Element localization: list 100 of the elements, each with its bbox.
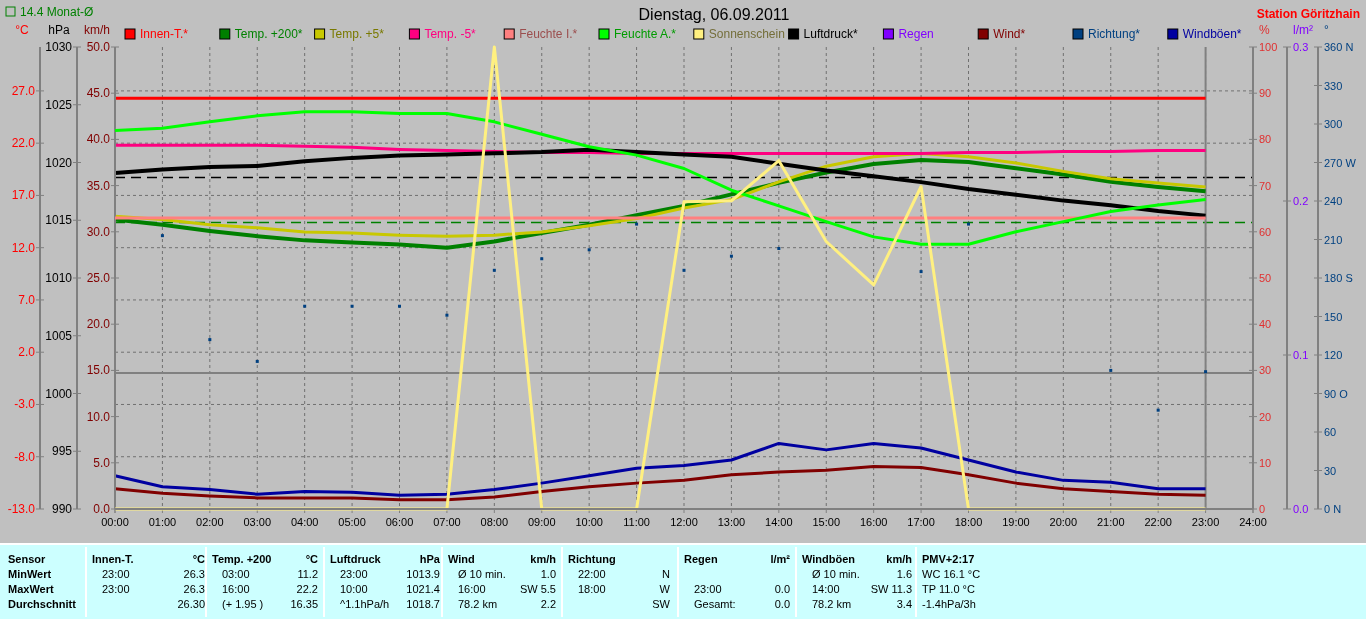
x-tick-label: 09:00: [527, 516, 556, 528]
text: Wind: [448, 553, 475, 565]
y-tick-label: 0: [1259, 503, 1266, 515]
x-tick-label: 24:00: [1239, 516, 1267, 528]
y3-tick-label: 10.0: [86, 409, 111, 424]
y3-tick-label: 15.0: [86, 363, 111, 378]
y-tick-label: 30: [1259, 364, 1272, 377]
text: 1.0: [540, 568, 556, 580]
text: 16.35: [290, 598, 318, 610]
y-tick-label: 7.0: [18, 292, 36, 307]
text: SW: [652, 598, 671, 610]
text: MinWert: [8, 568, 52, 580]
text: Durchschnitt: [8, 598, 77, 610]
y3-tick-label: 300: [1324, 118, 1343, 130]
text: PMV+2:17: [922, 553, 975, 565]
y2-tick-label: 995: [51, 444, 73, 459]
y-tick-label: -3.0: [14, 397, 36, 412]
y-tick-label: 10: [1259, 456, 1272, 469]
text: 23:00: [694, 583, 722, 595]
y3-tick-label: 330: [1324, 79, 1343, 92]
y2-axis-title: hPa: [48, 23, 70, 37]
text: 10:00: [340, 583, 368, 595]
x-tick-label: 04:00: [290, 516, 319, 528]
legend-label: Temp. -5*: [424, 27, 477, 41]
text: 03:00: [222, 568, 250, 580]
text: °C: [192, 553, 206, 565]
text: Luftdruck: [330, 553, 382, 565]
text: Station Göritzhain: [1256, 7, 1360, 21]
point: [635, 222, 639, 226]
x-tick-label: 10:00: [575, 516, 603, 528]
y2-axis-title: l/m²: [1293, 23, 1313, 37]
y-tick-label: 40: [1259, 318, 1272, 331]
y2-tick-label: 1005: [45, 328, 73, 343]
point: [682, 268, 686, 272]
x-tick-label: 19:00: [1002, 516, 1030, 528]
text: 22.2: [296, 583, 318, 595]
text: km/h: [886, 553, 913, 565]
x-tick-label: 18:00: [954, 516, 983, 528]
text: ^1.1hPa/h: [340, 598, 390, 610]
y2-tick-label: 1000: [45, 386, 73, 401]
x-tick-label: 17:00: [907, 516, 935, 528]
point: [160, 234, 164, 238]
point: [967, 222, 970, 226]
text: 23:00: [340, 568, 368, 580]
legend-label: Wind*: [993, 27, 1026, 41]
x-tick-label: 21:00: [1096, 516, 1125, 528]
text: 16:00: [458, 583, 486, 595]
point: [492, 268, 496, 272]
point: [587, 248, 591, 252]
line-series: [113, 110, 1208, 246]
y3-axis-title: km/h: [83, 23, 111, 37]
legend-label: Regen: [898, 27, 934, 41]
y3-tick-label: 35.0: [86, 178, 111, 193]
x-tick-label: 02:00: [196, 516, 224, 528]
text: TP 11.0 °C: [922, 583, 975, 595]
y-tick-label: 17.0: [11, 188, 36, 203]
y-tick-label: 20: [1259, 410, 1272, 423]
text: -1.4hPa/3h: [922, 598, 976, 610]
y3-tick-label: 25.0: [86, 271, 111, 285]
text: Ø 10 min.: [458, 568, 506, 580]
y3-tick-label: 240: [1324, 195, 1343, 207]
y3-tick-label: 60: [1324, 426, 1337, 438]
y3-tick-label: 210: [1324, 233, 1343, 246]
y3-tick-label: 0 N: [1324, 503, 1342, 515]
text: 14:00: [812, 583, 840, 595]
point: [255, 359, 259, 363]
text: 1018.7: [406, 598, 440, 610]
x-tick-label: 12:00: [670, 516, 698, 528]
y2-tick-label: 1030: [45, 40, 73, 54]
text: Innen-T.: [92, 553, 134, 565]
text: 16:00: [222, 583, 250, 595]
y-tick-label: -8.0: [14, 449, 36, 464]
y-tick-label: 80: [1259, 133, 1272, 146]
text: 26.30: [177, 598, 205, 610]
text: WC 16.1 °C: [922, 568, 981, 580]
y3-tick-label: 30: [1324, 464, 1337, 477]
x-tick-label: 16:00: [859, 516, 888, 528]
text: 26.3: [183, 568, 205, 580]
y2-tick-label: 0.0: [1293, 503, 1309, 515]
y2-tick-label: 990: [51, 502, 73, 516]
text: l/m²: [770, 553, 791, 565]
text: W: [659, 583, 671, 595]
y-tick-label: 100: [1259, 41, 1278, 53]
point: [1109, 368, 1113, 372]
x-tick-label: 07:00: [433, 516, 461, 528]
y3-axis-title: °: [1324, 23, 1329, 37]
y2-tick-label: 0.2: [1293, 195, 1309, 207]
y3-tick-label: 0.0: [93, 502, 111, 516]
legend-label: Temp. +200*: [234, 27, 303, 41]
legend-label: Richtung*: [1088, 27, 1141, 41]
y2-tick-label: 1025: [45, 97, 73, 112]
y-tick-label: 27.0: [11, 83, 36, 98]
x-tick-label: 08:00: [480, 516, 509, 528]
text: 78.2 km: [458, 598, 498, 610]
point: [445, 313, 449, 317]
text: Regen: [684, 553, 718, 565]
text: Gesamt:: [694, 598, 736, 610]
y-tick-label: 2.0: [18, 345, 36, 360]
x-tick-label: 20:00: [1049, 516, 1078, 528]
legend-label: Feuchte I.*: [519, 27, 578, 41]
